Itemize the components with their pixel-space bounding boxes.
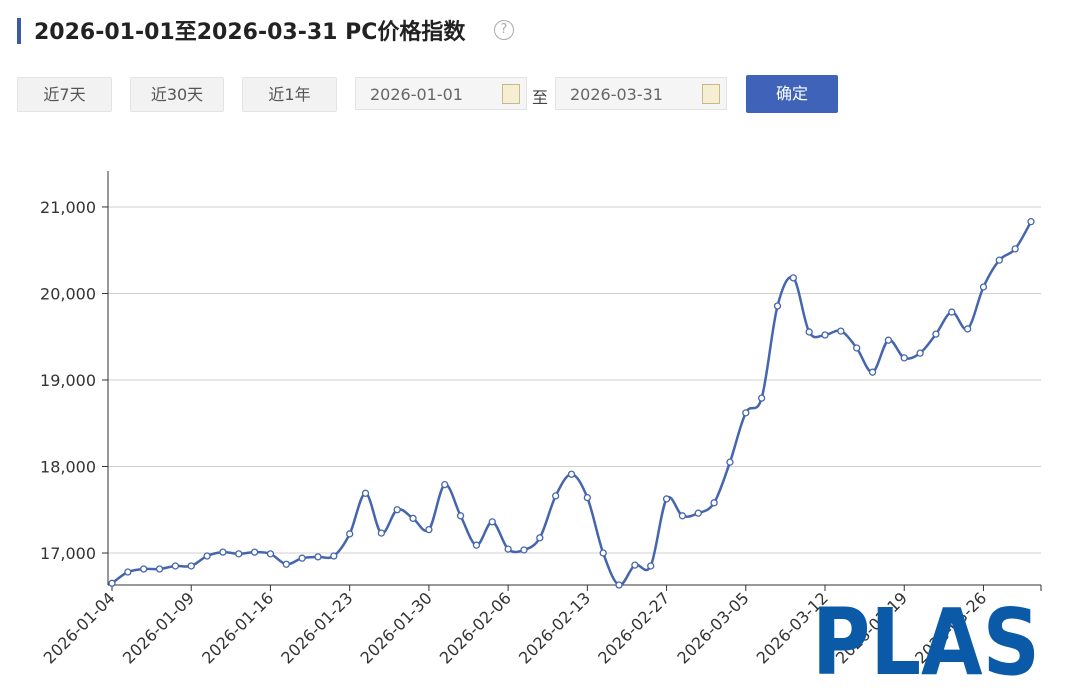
watermark: PLAS xyxy=(812,589,1040,690)
x-tick-label: 2026-03-05 xyxy=(673,588,752,667)
point xyxy=(979,283,988,291)
point xyxy=(171,562,180,570)
point xyxy=(884,336,893,344)
point xyxy=(789,274,797,282)
point xyxy=(536,534,544,542)
point xyxy=(250,548,259,556)
point xyxy=(425,525,433,534)
point xyxy=(694,509,702,517)
point xyxy=(647,562,655,570)
range-button[interactable]: 近1年 xyxy=(242,77,337,112)
point xyxy=(805,328,813,336)
x-tick-label: 2026-01-16 xyxy=(198,588,277,667)
point xyxy=(567,470,576,478)
point xyxy=(678,512,687,520)
point xyxy=(995,256,1003,264)
calendar-icon[interactable] xyxy=(702,84,720,104)
point xyxy=(393,506,401,514)
range-button[interactable]: 近30天 xyxy=(130,77,224,112)
point xyxy=(108,579,116,587)
point xyxy=(235,550,243,558)
point xyxy=(219,548,227,556)
start-date: 2026-01-01 xyxy=(370,85,463,104)
x-tick-label: 2026-01-09 xyxy=(119,588,198,667)
point xyxy=(948,308,956,316)
y-tick-label: 19,000 xyxy=(40,371,96,390)
confirm-button[interactable]: 确定 xyxy=(746,75,838,113)
point xyxy=(773,302,782,310)
x-tick-label: 2026-01-30 xyxy=(357,588,436,667)
point xyxy=(916,349,924,357)
start-date-input[interactable]: 2026-01-01 xyxy=(355,77,527,110)
point xyxy=(662,495,671,503)
calendar-icon[interactable] xyxy=(502,84,520,104)
point xyxy=(1011,245,1019,253)
point xyxy=(488,518,496,526)
point xyxy=(757,394,766,402)
point xyxy=(298,554,306,562)
point xyxy=(742,409,750,417)
point xyxy=(583,493,591,502)
x-tick-label: 2026-03-26 xyxy=(911,588,990,667)
point xyxy=(472,541,481,549)
x-tick-label: 2026-03-12 xyxy=(753,588,832,667)
point xyxy=(932,330,940,338)
point xyxy=(124,568,132,576)
help-icon[interactable]: ? xyxy=(494,20,514,40)
point xyxy=(821,331,829,339)
point xyxy=(377,529,386,537)
separator: 至 xyxy=(532,88,549,107)
point xyxy=(346,530,354,538)
y-tick-label: 17,000 xyxy=(40,544,96,563)
y-tick-label: 20,000 xyxy=(40,284,96,303)
point xyxy=(520,546,528,554)
point xyxy=(140,565,148,573)
end-date: 2026-03-31 xyxy=(570,85,663,104)
point xyxy=(615,581,623,589)
point xyxy=(203,552,211,560)
point xyxy=(631,561,639,569)
point xyxy=(266,550,275,558)
point xyxy=(710,499,718,507)
y-tick-label: 21,000 xyxy=(40,198,96,217)
point xyxy=(456,512,465,520)
x-tick-label: 2026-02-13 xyxy=(515,588,594,667)
point xyxy=(853,344,861,352)
point xyxy=(282,560,290,568)
range-button[interactable]: 近7天 xyxy=(17,77,112,112)
page-title: 2026-01-01至2026-03-31 PC价格指数 xyxy=(34,20,466,45)
x-tick-label: 2026-02-06 xyxy=(436,588,515,667)
x-tick-label: 2026-01-23 xyxy=(277,588,356,667)
y-tick-label: 18,000 xyxy=(40,457,96,476)
point xyxy=(599,549,607,557)
x-tick-label: 2026-01-04 xyxy=(40,588,119,667)
point xyxy=(314,553,322,561)
title-accent xyxy=(17,18,21,44)
point xyxy=(868,368,877,376)
point xyxy=(1027,218,1035,226)
point xyxy=(726,458,734,466)
point xyxy=(504,545,512,553)
x-tick-label: 2026-03-19 xyxy=(832,588,911,667)
point xyxy=(441,480,449,489)
point xyxy=(963,325,972,333)
end-date-input[interactable]: 2026-03-31 xyxy=(555,77,727,110)
point xyxy=(361,489,370,497)
point xyxy=(155,565,164,573)
point xyxy=(837,327,845,335)
point xyxy=(900,354,908,362)
point xyxy=(187,562,195,570)
line xyxy=(111,221,1033,587)
point xyxy=(330,552,338,560)
point xyxy=(552,492,560,500)
x-tick-label: 2026-02-27 xyxy=(594,588,673,667)
point xyxy=(409,514,417,523)
